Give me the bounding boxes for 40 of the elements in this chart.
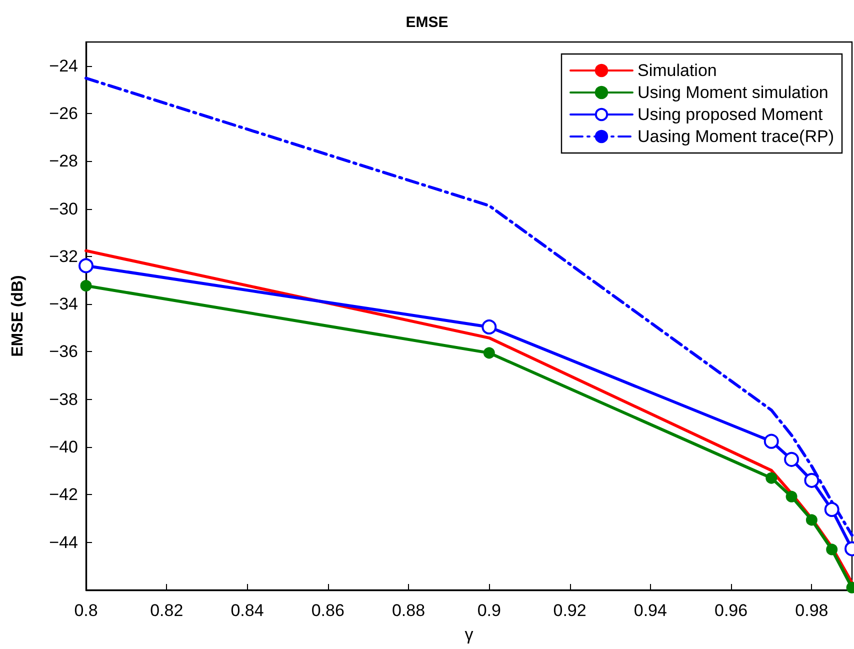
legend-label: Simulation: [637, 61, 717, 80]
y-tick-label: −42: [49, 485, 78, 504]
legend-label: Using proposed Moment: [637, 105, 823, 124]
legend-label: Uasing Moment trace(RP): [637, 127, 834, 146]
x-tick-label: 0.94: [634, 601, 667, 620]
y-tick-label: −38: [49, 390, 78, 409]
point: [78, 258, 94, 274]
point: [766, 472, 778, 484]
point: [80, 280, 92, 292]
y-tick-label: −30: [49, 199, 78, 218]
x-tick-label: 0.9: [477, 601, 501, 620]
y-tick-label: −26: [49, 104, 78, 123]
y-axis-title: EMSE (dB): [10, 275, 26, 357]
point: [784, 452, 800, 467]
point: [786, 490, 798, 502]
chart-title: EMSE: [406, 14, 448, 31]
y-tick-label: −24: [49, 56, 78, 76]
legend-label: Using Moment simulation: [637, 83, 828, 102]
x-axis-title: γ: [464, 625, 474, 644]
x-tick-label: 0.96: [714, 601, 748, 620]
y-tick-label: −28: [49, 152, 78, 171]
y-tick-label: −44: [49, 532, 78, 552]
y-tick-label: −34: [49, 294, 78, 314]
x-tick-label: 0.88: [392, 601, 426, 620]
point: [804, 472, 820, 488]
x-tick-label: 0.8: [74, 601, 98, 620]
y-tick-label: −36: [49, 342, 78, 362]
point: [764, 434, 779, 449]
point: [806, 514, 818, 526]
x-tick-label: 0.92: [553, 601, 586, 620]
point: [826, 544, 838, 556]
y-tick-label: −40: [49, 438, 78, 457]
x-tick-label: 0.84: [230, 601, 264, 620]
y-tick-label: −32: [49, 246, 78, 266]
point: [483, 347, 495, 359]
x-tick-label: 0.98: [795, 601, 828, 620]
point: [824, 502, 840, 517]
x-tick-label: 0.82: [150, 601, 184, 620]
point: [482, 319, 497, 334]
x-tick-label: 0.86: [311, 601, 344, 620]
